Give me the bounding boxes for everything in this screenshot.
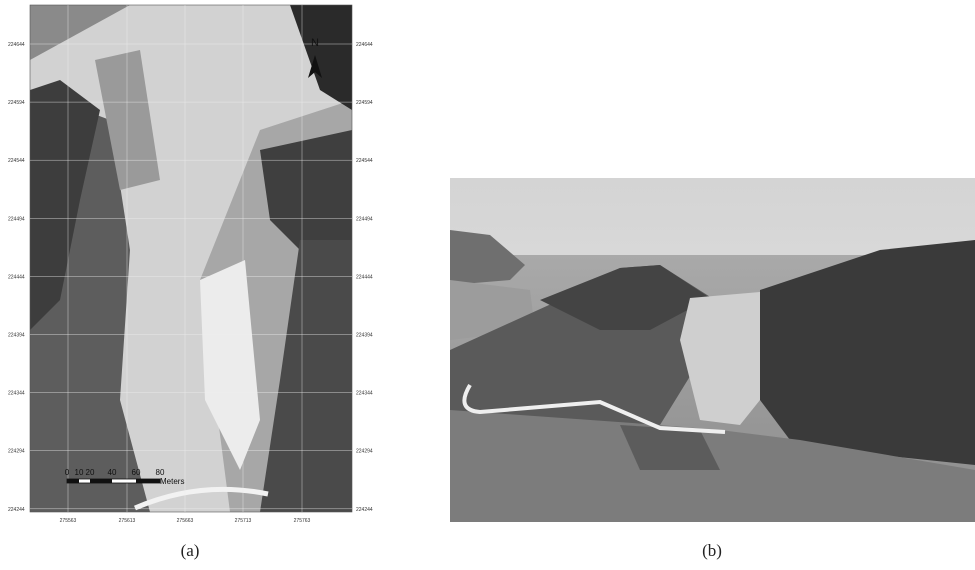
northing-label: 224394 — [356, 333, 373, 339]
panel-caption: (b) — [702, 541, 722, 560]
easting-label: 275663 — [177, 518, 194, 524]
northing-label: 224444 — [8, 274, 25, 280]
northing-label: 224494 — [356, 216, 373, 222]
northing-label: 224344 — [8, 391, 25, 397]
easting-label: 275763 — [294, 518, 311, 524]
scale-bar — [67, 479, 160, 483]
aerial-image — [30, 5, 352, 512]
northing-label: 224644 — [8, 42, 25, 48]
northing-label: 224494 — [8, 216, 25, 222]
northing-label: 224244 — [8, 507, 25, 513]
northing-label: 224244 — [356, 507, 373, 513]
figure: 275563 275613 275663 275713 275763 224644 2246… — [0, 0, 975, 570]
scale-tick-label: 60 — [132, 468, 141, 477]
scale-unit: Meters — [160, 477, 184, 486]
scale-tick-label: 10 — [75, 468, 84, 477]
northing-label: 224294 — [8, 449, 25, 455]
northing-label: 224644 — [356, 42, 373, 48]
scale-tick-label: 80 — [156, 468, 165, 477]
scale-tick-label: 20 — [86, 468, 95, 477]
easting-label: 275713 — [235, 518, 252, 524]
northing-label: 224594 — [356, 100, 373, 106]
northing-label: 224394 — [8, 333, 25, 339]
northing-label: 224294 — [356, 449, 373, 455]
northing-label: 224444 — [356, 274, 373, 280]
panel-caption: (a) — [181, 541, 200, 560]
oblique-photo — [450, 178, 975, 522]
north-label: N — [311, 37, 319, 49]
northing-label: 224344 — [356, 391, 373, 397]
northing-label: 224594 — [8, 100, 25, 106]
scale-tick-label: 0 — [65, 468, 70, 477]
easting-label: 275613 — [119, 518, 136, 524]
easting-label: 275563 — [60, 518, 77, 524]
scale-tick-label: 40 — [108, 468, 117, 477]
northing-label: 224544 — [356, 158, 373, 164]
northing-label: 224544 — [8, 158, 25, 164]
